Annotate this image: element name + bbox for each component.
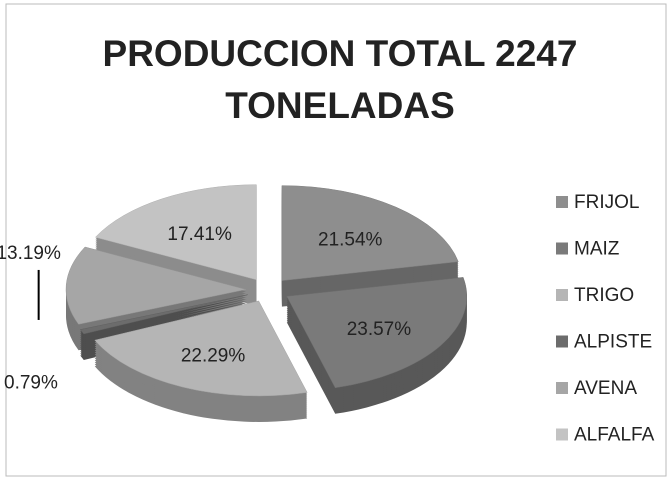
slice-side: [80, 300, 248, 340]
data-label: 23.57%: [347, 319, 412, 340]
pie-slice: [94, 300, 308, 422]
legend-swatch: [556, 335, 568, 348]
chart-title: PRODUCCION TOTAL 2247 TONELADAS: [102, 33, 578, 126]
pie-slice: [94, 184, 257, 306]
pie-slice: [286, 277, 467, 414]
data-label: 17.41%: [167, 224, 232, 245]
legend-swatch: [556, 242, 568, 255]
data-label: 22.29%: [181, 346, 246, 367]
slice-side: [80, 296, 248, 336]
slice-top: [79, 294, 248, 335]
legend-swatch: [556, 196, 568, 208]
data-label: 0.79%: [4, 373, 58, 394]
slice-top: [65, 246, 247, 325]
slice-top: [281, 185, 459, 281]
legend-label: FRIJOL: [574, 192, 639, 213]
slice-side: [80, 298, 248, 338]
slice-top: [94, 300, 308, 397]
legend-swatch: [556, 289, 568, 301]
data-label: 21.54%: [318, 230, 383, 251]
legend-swatch: [556, 382, 568, 394]
data-label: 13.19%: [0, 243, 61, 264]
legend-label: ALPISTE: [574, 332, 652, 353]
legend-swatch: [556, 428, 568, 441]
slice-top: [94, 184, 257, 281]
slice-side: [80, 302, 248, 342]
legend-label: TRIGO: [574, 285, 634, 306]
legend-label: ALFALFA: [574, 425, 655, 446]
legend-label: AVENA: [574, 378, 637, 399]
slice-top: [286, 277, 467, 389]
legend-label: MAIZ: [574, 239, 620, 260]
chart-border: [5, 3, 667, 477]
